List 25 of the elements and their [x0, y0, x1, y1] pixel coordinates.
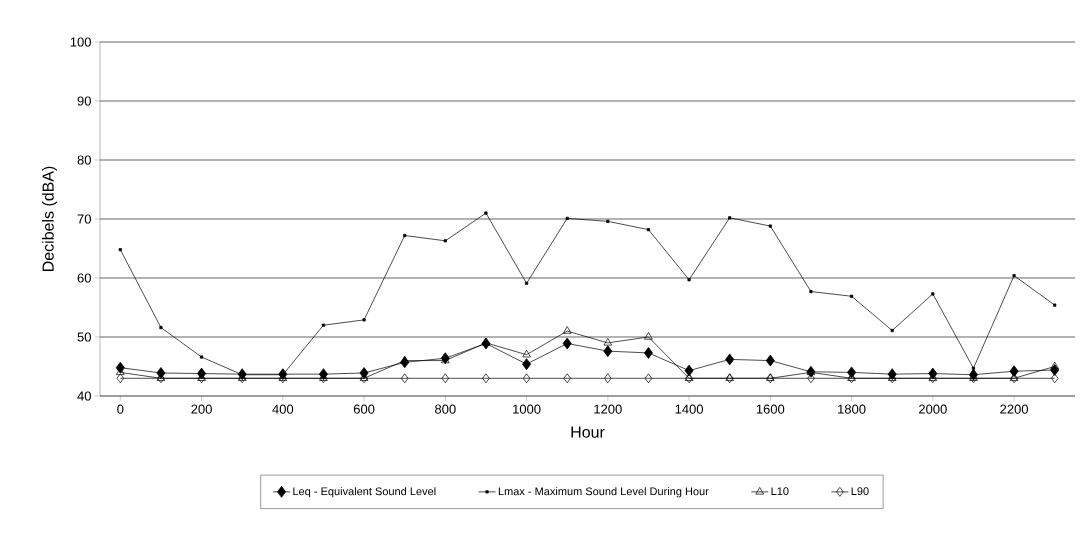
x-tick-label: 1800 [838, 404, 866, 414]
x-tick-label: 2200 [1000, 404, 1029, 414]
y-tick-label: 50 [77, 332, 91, 342]
x-tick-label: 600 [353, 404, 375, 414]
legend-label: L90 [851, 487, 869, 496]
y-tick-label: 70 [77, 214, 91, 224]
legend-label: Leq - Equivalent Sound Level [293, 487, 436, 498]
x-tick-label: 800 [435, 404, 456, 414]
y-tick-label: 90 [77, 96, 91, 106]
y-tick-label: 60 [77, 273, 91, 283]
legend-label: Lmax - Maximum Sound Level During Hour [498, 487, 709, 498]
x-tick-label: 0 [117, 404, 124, 414]
y-axis-title: Decibels (dBA) [42, 166, 57, 272]
x-tick-label: 2000 [919, 404, 947, 414]
x-tick-label: 1000 [513, 404, 541, 414]
x-tick-label: 1200 [594, 404, 622, 414]
x-tick-label: 1600 [756, 404, 785, 414]
y-tick-label: 100 [70, 37, 91, 47]
x-axis-title: Hour [571, 426, 605, 438]
legend-label: L10 [771, 487, 789, 496]
x-tick-label: 400 [272, 404, 294, 414]
y-tick-label: 40 [77, 391, 91, 401]
x-tick-label: 1400 [675, 404, 704, 414]
y-tick-label: 80 [77, 155, 91, 165]
x-tick-label: 200 [191, 404, 212, 414]
